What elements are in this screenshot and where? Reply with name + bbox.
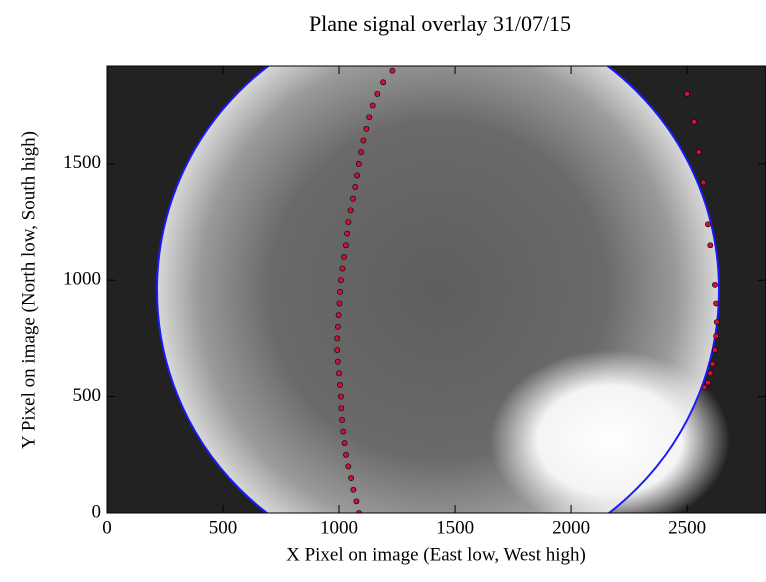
point bbox=[336, 300, 343, 307]
point bbox=[354, 172, 361, 179]
x-tick-label: 2500 bbox=[668, 517, 706, 538]
x-tick-label: 2000 bbox=[552, 517, 590, 538]
y-tick-label: 500 bbox=[73, 385, 102, 406]
x-axis-label: X Pixel on image (East low, West high) bbox=[286, 544, 586, 565]
point bbox=[334, 358, 341, 365]
point bbox=[374, 91, 381, 97]
x-tick-label: 500 bbox=[209, 517, 238, 538]
point bbox=[337, 277, 344, 284]
point bbox=[341, 254, 348, 260]
point bbox=[337, 382, 343, 388]
y-tick-label: 1500 bbox=[63, 152, 101, 173]
point bbox=[360, 137, 367, 144]
point bbox=[358, 149, 364, 156]
point bbox=[366, 114, 373, 121]
point bbox=[707, 370, 714, 377]
point bbox=[352, 184, 359, 190]
point bbox=[712, 281, 718, 288]
chart-title: Plane signal overlay 31/07/15 bbox=[309, 11, 571, 36]
point bbox=[701, 384, 708, 391]
point bbox=[345, 463, 352, 470]
point bbox=[334, 347, 341, 353]
point bbox=[334, 323, 341, 330]
point bbox=[684, 91, 691, 97]
point bbox=[339, 265, 346, 272]
point bbox=[705, 221, 711, 228]
point bbox=[337, 393, 344, 400]
plot-frame bbox=[106, 65, 766, 514]
point bbox=[363, 125, 370, 132]
point bbox=[705, 379, 711, 386]
point bbox=[707, 242, 714, 249]
point bbox=[338, 405, 345, 412]
point bbox=[695, 149, 702, 156]
point bbox=[350, 195, 356, 202]
point bbox=[340, 428, 347, 435]
point bbox=[691, 118, 697, 125]
point bbox=[348, 475, 355, 481]
point bbox=[343, 242, 349, 249]
point bbox=[334, 335, 341, 342]
point bbox=[713, 333, 720, 339]
point bbox=[713, 300, 720, 307]
point bbox=[341, 440, 348, 447]
x-tick-label: 1000 bbox=[320, 517, 358, 538]
point bbox=[713, 319, 720, 325]
y-tick-label: 1000 bbox=[63, 269, 101, 290]
point bbox=[336, 370, 342, 377]
point bbox=[339, 416, 345, 423]
point bbox=[350, 486, 357, 493]
point bbox=[337, 288, 344, 295]
point bbox=[369, 102, 376, 109]
y-axis-label: Y Pixel on image (North low, South high) bbox=[18, 131, 39, 449]
x-tick-label: 0 bbox=[102, 517, 112, 538]
x-tick-label: 1500 bbox=[436, 517, 474, 538]
point bbox=[709, 361, 716, 367]
point bbox=[389, 67, 396, 74]
point bbox=[345, 219, 352, 225]
point bbox=[700, 179, 707, 186]
point bbox=[344, 230, 351, 237]
background-image bbox=[107, 66, 766, 513]
y-tick-label: 0 bbox=[92, 501, 102, 522]
point bbox=[343, 451, 349, 458]
point bbox=[353, 498, 360, 505]
point bbox=[347, 207, 354, 214]
point bbox=[335, 312, 342, 319]
point bbox=[355, 160, 362, 167]
point bbox=[380, 79, 387, 86]
point bbox=[712, 347, 718, 353]
